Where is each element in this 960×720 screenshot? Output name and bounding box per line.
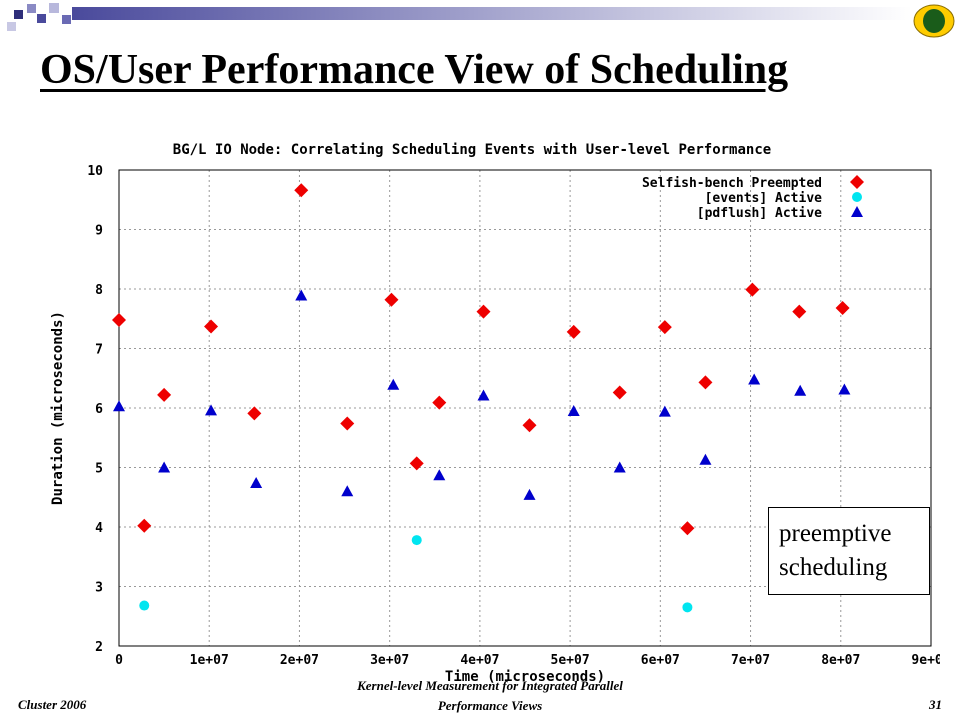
legend-label: [pdflush] Active — [697, 206, 822, 221]
data-point — [137, 518, 152, 533]
data-point — [477, 389, 490, 401]
data-point — [295, 289, 308, 301]
x-tick-label: 5e+07 — [551, 653, 590, 668]
y-tick-label: 2 — [95, 640, 103, 655]
x-tick-label: 1e+07 — [190, 653, 229, 668]
series-2-points — [139, 535, 693, 613]
data-point — [745, 282, 760, 297]
callout-line-1: preemptive — [779, 520, 892, 547]
series-1-points — [112, 183, 850, 536]
data-point — [658, 405, 671, 417]
data-point — [523, 488, 536, 500]
data-point — [139, 600, 150, 611]
decoration-squares — [7, 3, 71, 31]
data-point — [433, 469, 446, 481]
data-point — [204, 319, 219, 334]
data-point — [838, 383, 851, 395]
chart-legend: Selfish-bench Preempted[events] Active[p… — [642, 175, 864, 221]
x-tick-label: 7e+07 — [731, 653, 770, 668]
x-axis-label: Time (microseconds) — [445, 669, 605, 685]
x-tick-label: 3e+07 — [370, 653, 409, 668]
footer-center-line-2: Performance Views — [437, 698, 543, 713]
data-point — [340, 416, 355, 431]
y-tick-label: 8 — [95, 283, 103, 298]
data-point — [657, 320, 672, 335]
legend-label: [events] Active — [705, 191, 823, 206]
chart-marks — [112, 183, 851, 613]
data-point — [113, 400, 125, 412]
legend-marker — [851, 206, 863, 217]
data-point — [158, 461, 171, 473]
y-axis-ticks: 2 3 4 5 6 7 8 9 10 — [87, 164, 103, 655]
y-tick-label: 4 — [95, 521, 103, 536]
page-number: 31 — [929, 697, 942, 712]
x-tick-label: 6e+07 — [641, 653, 680, 668]
y-tick-label: 10 — [87, 164, 103, 179]
data-point — [698, 375, 713, 390]
footer-center-line-1: Kernel-level Measurement for Integrated … — [357, 678, 623, 693]
data-point — [748, 373, 761, 385]
data-point — [409, 456, 424, 471]
scatter-chart: BG/L IO Node: Correlating Scheduling Eve… — [50, 142, 940, 685]
y-tick-label: 3 — [95, 581, 103, 596]
x-tick-label: 4e+07 — [460, 653, 499, 668]
series-3-points — [113, 289, 851, 500]
legend-marker — [850, 175, 864, 189]
data-point — [613, 461, 626, 473]
y-tick-label: 6 — [95, 402, 103, 417]
data-point — [432, 395, 447, 410]
x-axis-ticks: 0 1e+07 2e+07 3e+07 4e+07 5e+07 6e+07 7e+07 8e+0… — [115, 653, 940, 668]
data-point — [112, 312, 126, 327]
decoration-bar — [72, 7, 912, 20]
y-tick-label: 7 — [95, 343, 103, 358]
x-tick-label: 8e+07 — [821, 653, 860, 668]
data-point — [682, 602, 693, 613]
data-point — [566, 324, 581, 339]
legend-label: Selfish-bench Preempted — [642, 176, 822, 191]
data-point — [250, 476, 263, 488]
data-point — [476, 304, 491, 319]
callout-box: preemptive scheduling — [768, 507, 930, 595]
data-point — [835, 301, 850, 316]
data-point — [792, 304, 807, 319]
data-point — [387, 378, 400, 390]
data-point — [699, 453, 712, 465]
x-tick-label: 2e+07 — [280, 653, 319, 668]
footer-center: Kernel-level Measurement for Integrated … — [300, 676, 680, 716]
y-tick-label: 9 — [95, 224, 103, 239]
x-tick-label: 9e+07 — [911, 653, 940, 668]
legend-marker — [852, 192, 862, 202]
slide-title: OS/User Performance View of Scheduling — [40, 47, 789, 93]
data-point — [411, 535, 422, 546]
data-point — [680, 521, 695, 536]
callout-line-2: scheduling — [779, 554, 888, 581]
data-point — [522, 418, 537, 433]
x-tick-label: 0 — [115, 653, 123, 668]
footer-left: Cluster 2006 — [18, 697, 87, 712]
data-point — [157, 387, 172, 402]
data-point — [205, 404, 218, 416]
data-point — [294, 183, 309, 198]
data-point — [612, 385, 627, 400]
data-point — [567, 404, 580, 416]
title-decoration — [7, 3, 912, 31]
data-point — [341, 485, 354, 497]
chart-title: BG/L IO Node: Correlating Scheduling Eve… — [173, 142, 771, 158]
data-point — [247, 406, 262, 421]
university-logo — [913, 4, 955, 38]
data-point — [794, 384, 807, 396]
data-point — [384, 292, 399, 307]
y-tick-label: 5 — [95, 462, 103, 477]
y-axis-label: Duration (microseconds) — [50, 311, 66, 505]
